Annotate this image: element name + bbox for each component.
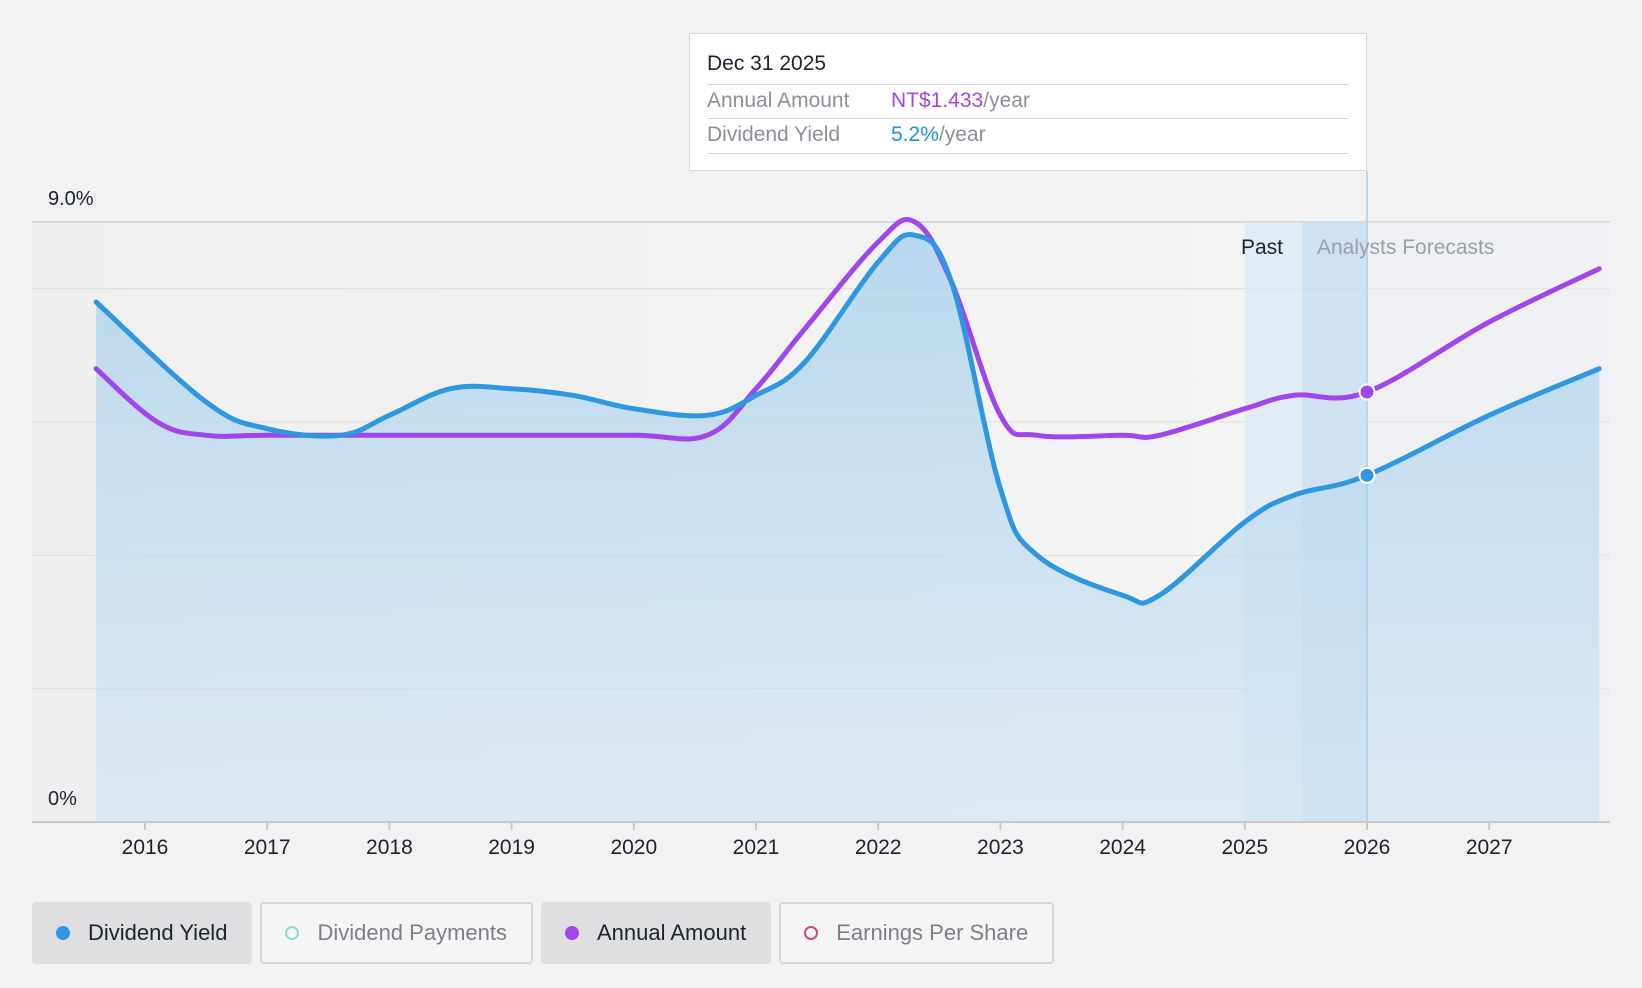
x-tick-label: 2017 bbox=[244, 836, 291, 859]
tooltip-date: Dec 31 2025 bbox=[707, 52, 827, 75]
forecast-label: Analysts Forecasts bbox=[1317, 236, 1494, 259]
tooltip-label: Dividend Yield bbox=[707, 123, 841, 146]
legend-label: Dividend Yield bbox=[88, 920, 228, 945]
annual-amount-marker bbox=[1358, 383, 1376, 401]
x-tick-label: 2027 bbox=[1466, 836, 1513, 859]
tooltip-unit: /year bbox=[983, 89, 1030, 112]
tooltip-unit: /year bbox=[938, 123, 986, 146]
dividend-yield-line bbox=[93, 231, 1602, 606]
x-tick-label: 2018 bbox=[366, 836, 413, 859]
x-tick-label: 2021 bbox=[733, 836, 780, 859]
legend-earnings-per-share-button[interactable]: Earnings Per Share bbox=[779, 902, 1055, 964]
legend-label: Dividend Payments bbox=[317, 920, 507, 945]
y-label-top: 9.0% bbox=[48, 188, 94, 210]
x-tick-label: 2025 bbox=[1221, 836, 1268, 859]
dividend-yield-dot-icon bbox=[56, 926, 70, 940]
tooltip-label: Annual Amount bbox=[707, 89, 850, 112]
x-tick-label: 2016 bbox=[122, 836, 169, 859]
tooltip-row-dividend-yield: Dividend Yield 5.2%/year bbox=[707, 118, 1349, 154]
past-label: Past bbox=[1241, 236, 1283, 259]
annual-amount-dot-icon bbox=[564, 926, 579, 940]
chart-legend: Dividend Yield Dividend Payments Annual … bbox=[32, 902, 1055, 964]
dividend-payments-dot-icon bbox=[285, 926, 300, 940]
x-tick-label: 2022 bbox=[855, 836, 902, 859]
x-tick-label: 2019 bbox=[488, 836, 535, 859]
dividend-yield-area bbox=[96, 234, 1600, 822]
dividend-yield-marker bbox=[1358, 466, 1376, 484]
y-label-bottom: 0% bbox=[48, 788, 77, 810]
tooltip-value: 5.2% bbox=[891, 123, 939, 146]
x-tick-label: 2026 bbox=[1344, 836, 1391, 859]
chart-tooltip: Dec 31 2025 Annual Amount NT$1.433/year … bbox=[689, 33, 1367, 171]
legend-label: Annual Amount bbox=[596, 920, 747, 945]
legend-dividend-yield-button[interactable]: Dividend Yield bbox=[32, 902, 253, 964]
tooltip-row-annual-amount: Annual Amount NT$1.433/year bbox=[707, 84, 1349, 119]
x-tick-label: 2023 bbox=[977, 836, 1024, 859]
tooltip-value: NT$1.433 bbox=[891, 89, 984, 112]
legend-annual-amount-button[interactable]: Annual Amount bbox=[540, 902, 772, 964]
x-tick-label: 2024 bbox=[1099, 836, 1146, 859]
legend-label: Earnings Per Share bbox=[836, 920, 1029, 945]
legend-dividend-payments-button[interactable]: Dividend Payments bbox=[260, 902, 533, 964]
earnings-per-share-dot-icon bbox=[804, 926, 819, 940]
x-tick-label: 2020 bbox=[610, 836, 657, 859]
